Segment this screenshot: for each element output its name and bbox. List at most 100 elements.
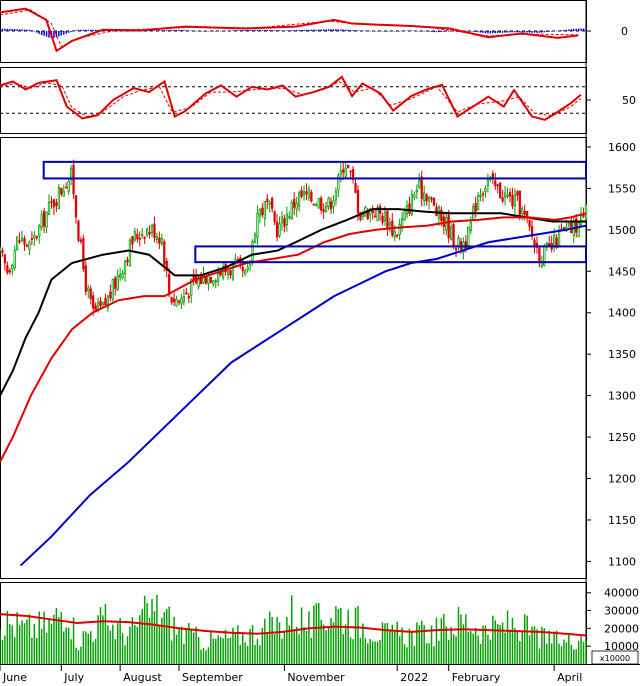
macd-histogram-bar bbox=[318, 29, 320, 31]
volume-bar bbox=[416, 622, 418, 664]
candle-body bbox=[503, 192, 507, 198]
macd-histogram-bar bbox=[192, 30, 195, 32]
candle-body bbox=[499, 182, 502, 198]
macd-histogram-bar bbox=[408, 30, 411, 31]
macd-histogram-bar bbox=[420, 31, 423, 32]
candle-body bbox=[138, 237, 141, 240]
volume-bar bbox=[87, 633, 90, 664]
candle-body bbox=[567, 223, 570, 226]
candle-body bbox=[337, 175, 340, 191]
volume-bar bbox=[148, 617, 151, 664]
volume-bar bbox=[156, 594, 158, 664]
candle-body bbox=[332, 200, 335, 208]
macd-histogram-bar bbox=[487, 31, 489, 34]
macd-histogram-bar bbox=[67, 31, 70, 33]
candle-body bbox=[72, 164, 75, 195]
candle-body bbox=[77, 220, 80, 241]
candle-body bbox=[329, 201, 333, 210]
macd-histogram-bar bbox=[533, 31, 536, 33]
volume-bar bbox=[207, 647, 210, 664]
volume-bar bbox=[577, 640, 580, 664]
macd-histogram-bar bbox=[322, 29, 325, 31]
macd-histogram-bar bbox=[450, 31, 452, 32]
volume-bar bbox=[565, 642, 568, 664]
volume-bar bbox=[462, 624, 465, 664]
macd-histogram-bar bbox=[325, 29, 327, 31]
price-y-tick: 1550 bbox=[608, 182, 636, 195]
volume-bar bbox=[440, 618, 443, 664]
volume-bar bbox=[543, 628, 546, 664]
macd-histogram-bar bbox=[116, 30, 119, 32]
rsi-y-tick: 50 bbox=[622, 94, 636, 107]
volume-bar bbox=[560, 646, 563, 664]
macd-histogram-bar bbox=[347, 29, 349, 31]
volume-bar bbox=[251, 625, 254, 664]
volume-bar bbox=[178, 628, 180, 664]
volume-bar bbox=[126, 636, 129, 664]
volume-bar bbox=[315, 603, 318, 664]
macd-histogram-bar bbox=[23, 29, 26, 31]
volume-bar bbox=[112, 624, 114, 664]
candle-body bbox=[69, 167, 73, 180]
volume-bar bbox=[516, 631, 519, 664]
volume-bar bbox=[575, 649, 577, 664]
macd-line bbox=[0, 7, 579, 53]
candle-body bbox=[476, 195, 480, 210]
candle-body bbox=[185, 292, 188, 295]
volume-bar bbox=[457, 607, 460, 664]
macd-histogram-bar bbox=[423, 31, 425, 32]
macd-histogram-bar bbox=[261, 29, 264, 31]
volume-bar bbox=[48, 619, 50, 664]
candle-body bbox=[6, 265, 9, 273]
macd-histogram-bar bbox=[33, 31, 36, 32]
candle-body bbox=[136, 233, 139, 240]
macd-histogram-bar bbox=[85, 29, 87, 31]
volume-bar bbox=[465, 614, 467, 664]
macd-histogram-bar bbox=[246, 29, 249, 31]
macd-histogram-bar bbox=[45, 31, 48, 37]
macd-histogram-bar bbox=[568, 29, 570, 31]
candle-body bbox=[52, 199, 56, 208]
macd-histogram-bar bbox=[40, 31, 43, 35]
volume-bar bbox=[38, 611, 40, 664]
volume-bar bbox=[11, 625, 13, 664]
candle-body bbox=[165, 260, 168, 271]
candle-body bbox=[538, 247, 541, 264]
candle-body bbox=[356, 189, 360, 214]
candle-body bbox=[40, 214, 43, 228]
macd-histogram-bar bbox=[126, 31, 129, 32]
candle-body bbox=[347, 164, 350, 168]
candle-body bbox=[293, 198, 296, 208]
macd-histogram-bar bbox=[163, 30, 166, 31]
volume-bar bbox=[131, 617, 134, 664]
volume-bar bbox=[239, 644, 242, 664]
candle-body bbox=[420, 176, 423, 199]
macd-histogram-bar bbox=[158, 30, 161, 31]
candle-body bbox=[256, 213, 259, 238]
macd-histogram-bar bbox=[371, 31, 374, 32]
macd-histogram-bar bbox=[200, 31, 202, 32]
macd-histogram-bar bbox=[565, 29, 568, 31]
macd-histogram-bar bbox=[342, 29, 344, 31]
volume-bar bbox=[494, 620, 497, 664]
volume-bar bbox=[205, 650, 207, 664]
month-label: 2022 bbox=[400, 671, 428, 684]
volume-bar bbox=[511, 617, 514, 664]
macd-histogram-bar bbox=[175, 29, 178, 31]
macd-histogram-bar bbox=[244, 30, 246, 31]
price-y-tick: 1500 bbox=[608, 224, 636, 237]
volume-bar bbox=[386, 622, 389, 664]
macd-histogram-bar bbox=[151, 30, 153, 31]
volume-bar bbox=[53, 614, 55, 664]
candle-body bbox=[486, 179, 490, 187]
macd-histogram-bar bbox=[256, 29, 259, 31]
macd-histogram-bar bbox=[4, 28, 6, 31]
volume-bar bbox=[411, 631, 413, 664]
candle-body bbox=[450, 226, 453, 240]
volume-bar bbox=[141, 608, 143, 664]
candle-body bbox=[62, 190, 65, 197]
volume-bar bbox=[237, 625, 239, 664]
volume-bar bbox=[217, 635, 219, 664]
candle-body bbox=[11, 264, 14, 270]
macd-histogram-bar bbox=[26, 29, 28, 31]
